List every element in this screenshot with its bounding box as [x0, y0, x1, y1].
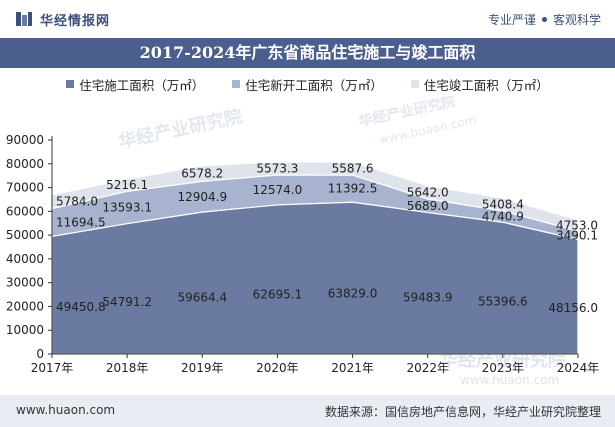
bullet-dot-icon: [541, 17, 547, 22]
x-tick-label: 2017年: [31, 361, 74, 375]
label-new-start: 12574.0: [253, 183, 303, 197]
footer-source: 数据来源：国信房地产信息网，华经产业研究院整理: [324, 405, 601, 419]
y-tick-label: 50000: [6, 228, 44, 242]
chart-legend: 住宅施工面积（万㎡） 住宅新开工面积（万㎡） 住宅竣工面积（万㎡）: [0, 74, 615, 94]
label-construction: 48156.0: [548, 301, 598, 315]
y-tick-label: 80000: [6, 157, 44, 171]
label-new-start: 3490.1: [556, 228, 598, 242]
chart-title: 2017-2024年广东省商品住宅施工与竣工面积: [139, 43, 476, 62]
y-tick-label: 90000: [6, 133, 44, 147]
legend-item-new-start: 住宅新开工面积（万㎡）: [232, 74, 383, 94]
legend-label-new-start: 住宅新开工面积（万㎡）: [245, 77, 383, 93]
watermark-url: www.huaon.com: [460, 373, 559, 387]
x-tick-label: 2022年: [406, 361, 449, 375]
x-tick-label: 2024年: [557, 361, 600, 375]
label-new-start: 12904.9: [177, 190, 227, 204]
label-construction: 49450.8: [56, 300, 106, 314]
area-chart: 华经产业研究院 华经产业研究院www.huaon.com华经产业研究院www.hu…: [6, 96, 599, 387]
label-completion: 5573.3: [256, 161, 298, 175]
title-bar: 2017-2024年广东省商品住宅施工与竣工面积: [0, 38, 615, 68]
legend-swatch-new-start: [232, 80, 241, 88]
label-new-start: 11694.5: [56, 216, 106, 230]
label-new-start: 13593.1: [102, 201, 152, 215]
brand: 华经情报网: [14, 9, 110, 29]
label-new-start: 5689.0: [407, 199, 449, 213]
tagline-left: 专业严谨: [487, 13, 536, 27]
label-construction: 59664.4: [177, 290, 227, 304]
label-construction: 59483.9: [403, 290, 453, 304]
area-construction: [51, 201, 579, 355]
label-new-start: 11392.5: [328, 182, 378, 196]
legend-swatch-completion: [410, 80, 419, 88]
legend-item-completion: 住宅竣工面积（万㎡）: [410, 74, 549, 94]
label-completion: 6578.2: [181, 167, 223, 181]
footer-website: www.huaon.com: [16, 403, 116, 417]
legend-label-construction: 住宅施工面积（万㎡）: [79, 77, 205, 93]
y-tick-label: 20000: [6, 299, 44, 313]
y-tick-label: 0: [36, 347, 44, 361]
y-tick-label: 60000: [6, 204, 44, 218]
watermark-text: 华经产业研究院: [116, 105, 244, 153]
x-tick-label: 2020年: [256, 361, 299, 375]
y-tick-label: 70000: [6, 181, 44, 195]
label-completion: 5784.0: [56, 195, 98, 209]
y-tick-label: 40000: [6, 252, 44, 266]
brand-name: 华经情报网: [40, 13, 111, 29]
legend-label-completion: 住宅竣工面积（万㎡）: [423, 77, 549, 93]
label-completion: 5587.6: [332, 161, 374, 175]
top-bar: 华经情报网 专业严谨 客观科学: [0, 0, 615, 38]
legend-item-construction: 住宅施工面积（万㎡）: [66, 74, 204, 94]
label-new-start: 4740.9: [482, 210, 524, 224]
label-completion: 5642.0: [407, 185, 449, 199]
label-completion: 4753.0: [556, 219, 598, 233]
tagline: 专业严谨 客观科学: [488, 11, 601, 28]
label-construction: 62695.1: [253, 287, 303, 301]
label-completion: 5408.4: [482, 198, 524, 212]
y-tick-label: 30000: [6, 276, 44, 290]
label-completion: 5216.1: [106, 178, 148, 192]
label-construction: 54791.2: [102, 295, 152, 309]
label-construction: 63829.0: [328, 286, 378, 300]
x-tick-label: 2021年: [331, 361, 374, 375]
axes: 0 10000 20000 30000 40000 50000 60000 70000 8000…: [6, 133, 599, 375]
x-tick-label: 2018年: [106, 361, 149, 375]
tagline-right: 客观科学: [552, 13, 601, 27]
footer: www.huaon.com 数据来源：国信房地产信息网，华经产业研究院整理: [0, 395, 615, 427]
logo-icon: [16, 12, 32, 26]
legend-swatch-construction: [66, 80, 75, 88]
label-construction: 55396.6: [478, 294, 528, 308]
y-tick-label: 10000: [6, 323, 44, 337]
x-tick-label: 2023年: [482, 361, 525, 375]
x-tick-label: 2019年: [181, 361, 224, 375]
